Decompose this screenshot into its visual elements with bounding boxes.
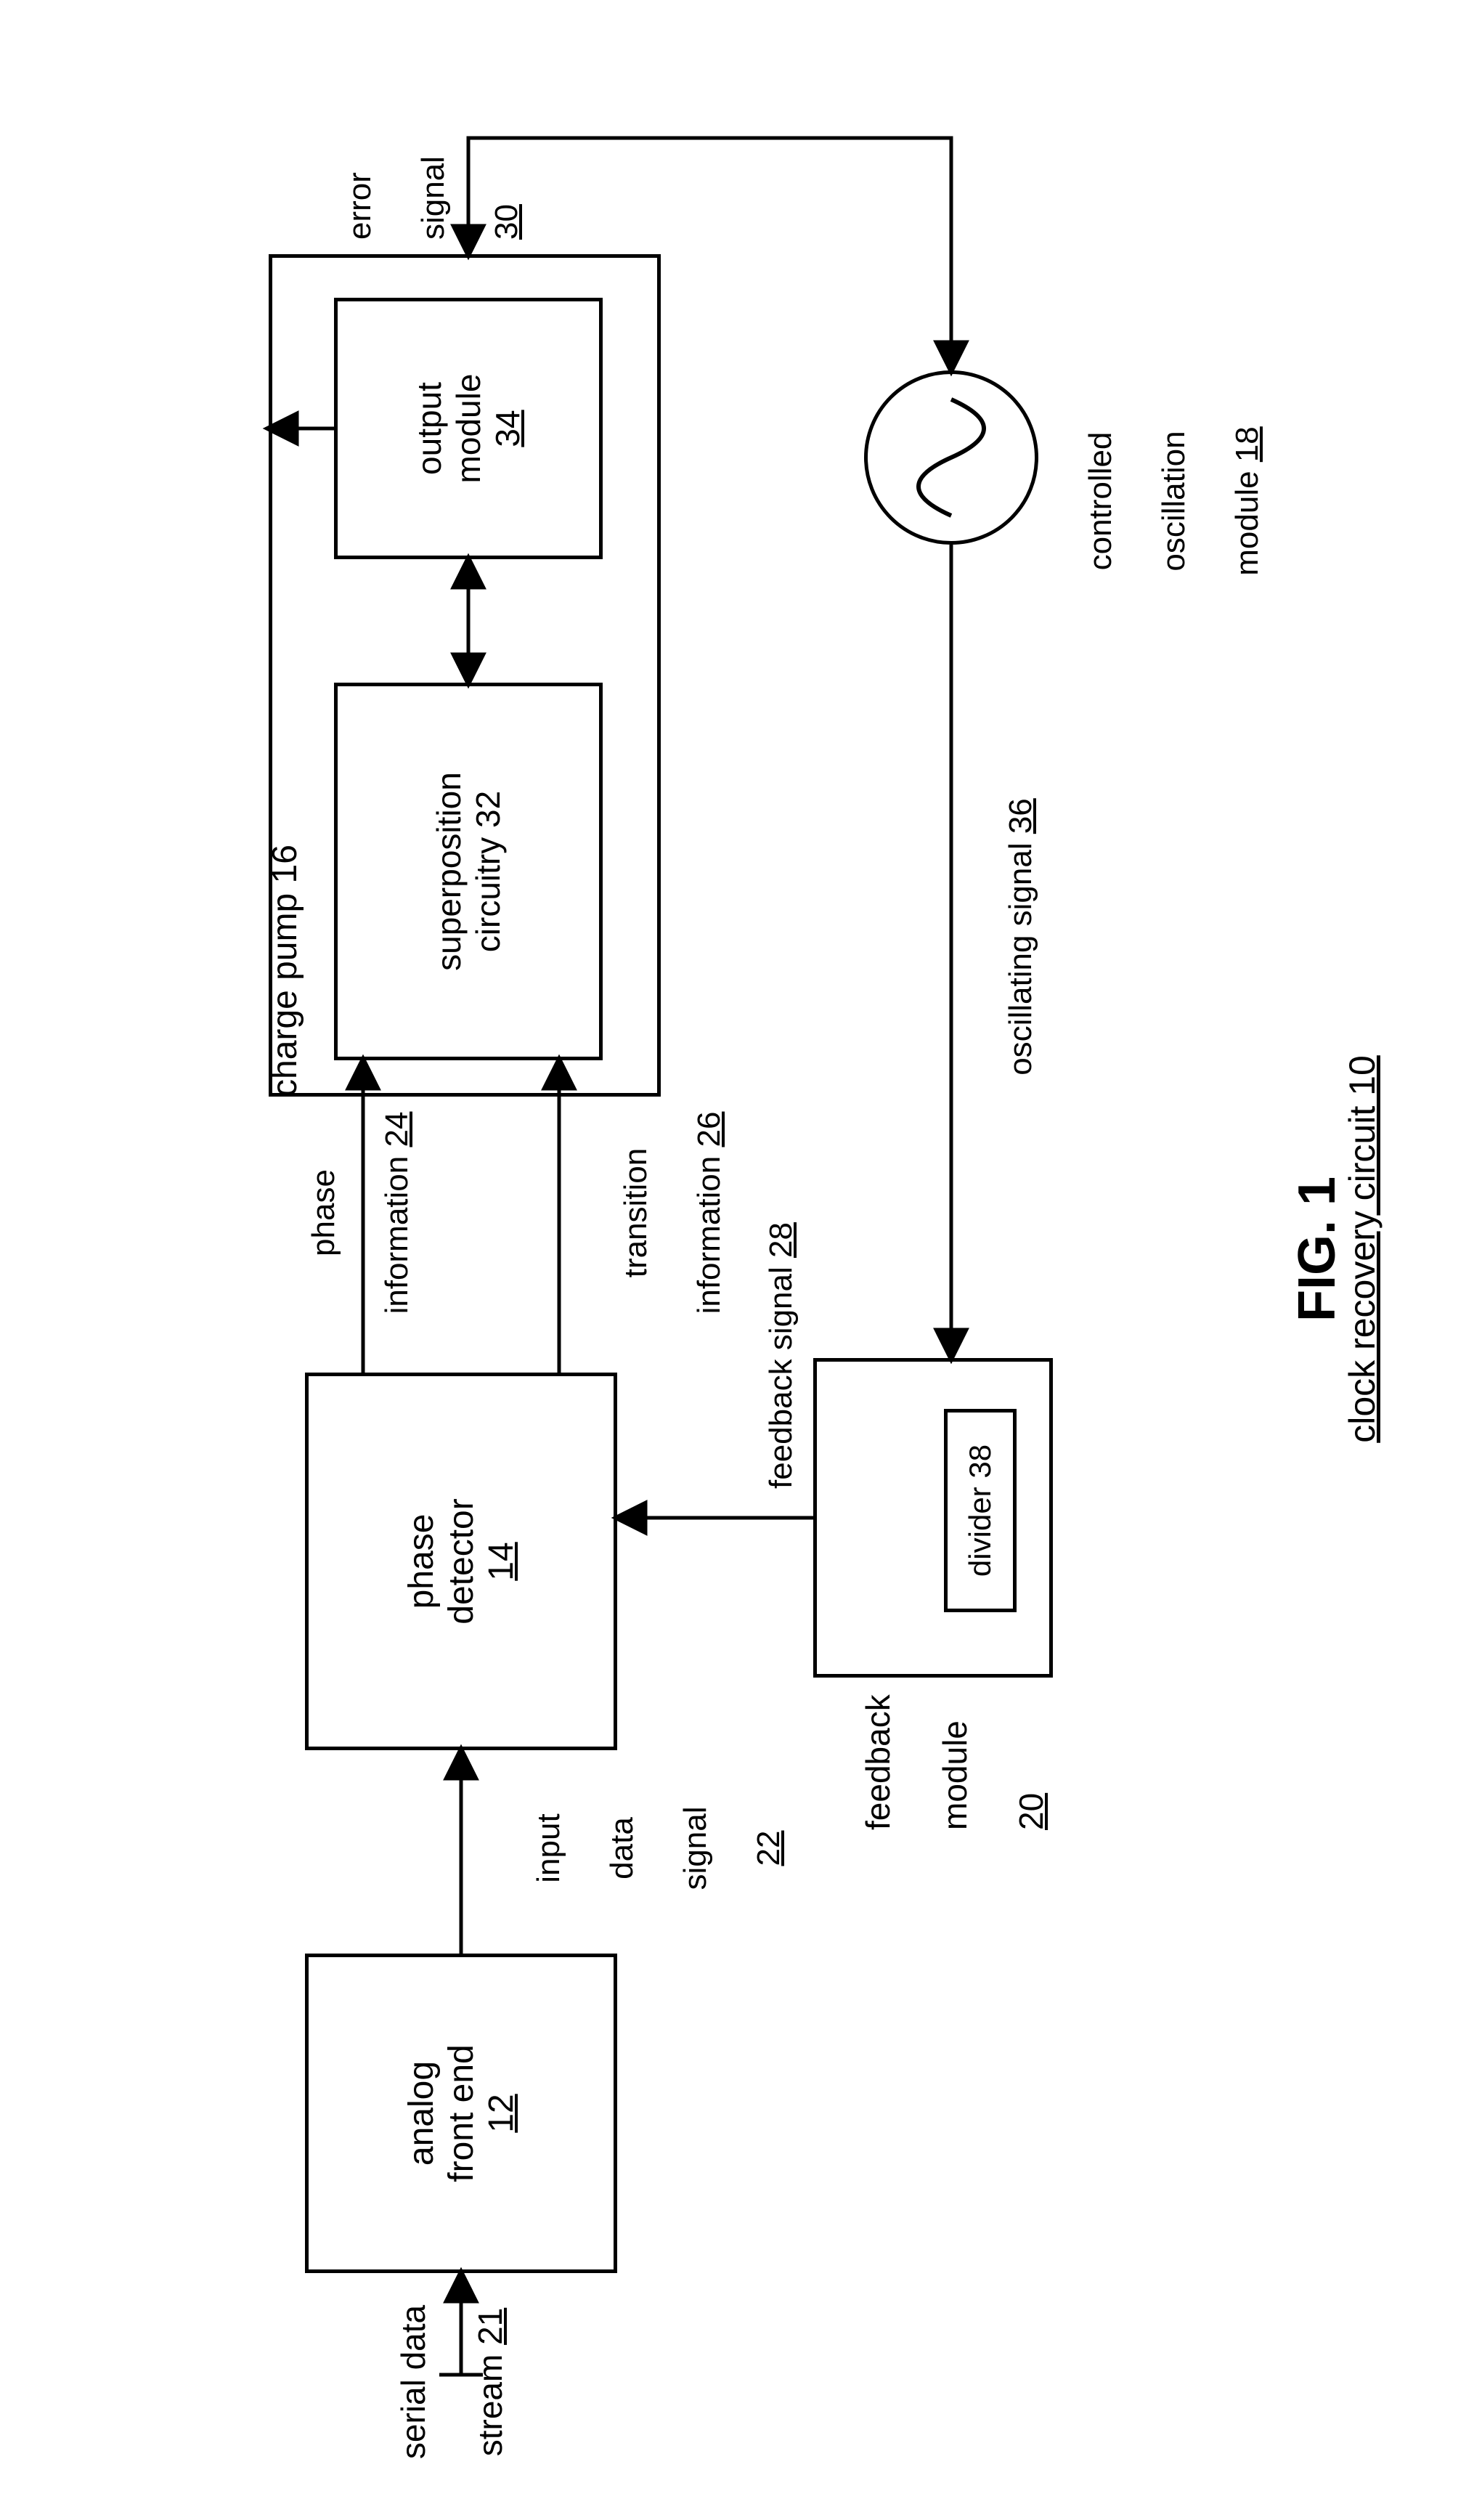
trans-l2: information 26	[691, 1112, 727, 1314]
title-text: clock recovery circuit 10	[1342, 1055, 1383, 1443]
feedback-signal-label: feedback signal 28	[726, 1126, 799, 1489]
phase-l2: information 24	[379, 1112, 415, 1314]
pd-line2: detector	[441, 1498, 481, 1624]
phase-detector-block: phase detector 14	[305, 1373, 617, 1750]
out-line3: 34	[488, 410, 527, 447]
sp-line1: superposition	[429, 772, 468, 971]
afe-line2: front end	[441, 2044, 481, 2182]
superposition-block: superposition circuitry 32	[334, 683, 603, 1060]
serial-l1: serial data	[394, 2305, 432, 2459]
out-line1: output	[410, 382, 449, 475]
phase-l1: phase	[306, 1169, 341, 1256]
afe-line3: 12	[481, 2094, 521, 2132]
input-l1: input	[531, 1813, 566, 1882]
figure-title: clock recovery circuit 10	[1300, 1009, 1383, 1489]
error-l3: 30	[489, 204, 524, 240]
oscsig-text: oscillating signal 36	[1003, 798, 1038, 1076]
fb-line1: feedback	[859, 1694, 897, 1830]
divider-block: divider 38	[944, 1409, 1017, 1612]
input-l2: data	[604, 1817, 640, 1879]
phase-info-label: phase information 24	[269, 1068, 415, 1358]
cp-label-text: charge pump 16	[266, 845, 304, 1097]
transition-info-label: transition information 26	[581, 1068, 728, 1358]
feedback-module-block	[813, 1358, 1053, 1678]
oscillating-signal-label: oscillating signal 36	[966, 719, 1039, 1155]
out-line2: module	[449, 374, 488, 484]
serial-l2: stream 21	[471, 2308, 509, 2457]
trans-l1: transition	[618, 1148, 653, 1278]
oscmod-l3: module 18	[1229, 426, 1265, 576]
input-l3: signal	[677, 1807, 713, 1890]
analog-front-end-block: analog front end 12	[305, 1954, 617, 2273]
input-data-signal-label: input data signal 22	[494, 1765, 788, 1932]
oscillation-module-label: controlled oscillation module 18	[1046, 356, 1266, 646]
sp-line2: circuitry 32	[468, 791, 508, 952]
fb-line2: module	[936, 1720, 974, 1830]
feedback-module-label: feedback module 20	[821, 1678, 1051, 1830]
oscmod-l1: controlled	[1083, 432, 1118, 571]
serial-data-label: serial data stream 21	[356, 2288, 510, 2476]
diagram-canvas: analog front end 12 phase detector 14 ch…	[0, 0, 1474, 2520]
error-l2: signal	[415, 156, 451, 240]
div-text: divider 38	[963, 1444, 998, 1577]
error-signal-label: error signal 30	[305, 94, 526, 240]
fbsig-text: feedback signal 28	[763, 1222, 799, 1489]
pd-line1: phase	[402, 1514, 441, 1609]
output-module-block: output module 34	[334, 298, 603, 559]
input-l4: 22	[751, 1831, 786, 1866]
error-l1: error	[342, 172, 378, 240]
oscillator-symbol	[864, 370, 1038, 545]
fb-line3: 20	[1012, 1793, 1050, 1830]
charge-pump-label: charge pump 16	[225, 733, 305, 1097]
oscmod-l2: oscillation	[1156, 431, 1192, 571]
afe-line1: analog	[402, 2061, 441, 2166]
pd-line3: 14	[481, 1542, 521, 1580]
